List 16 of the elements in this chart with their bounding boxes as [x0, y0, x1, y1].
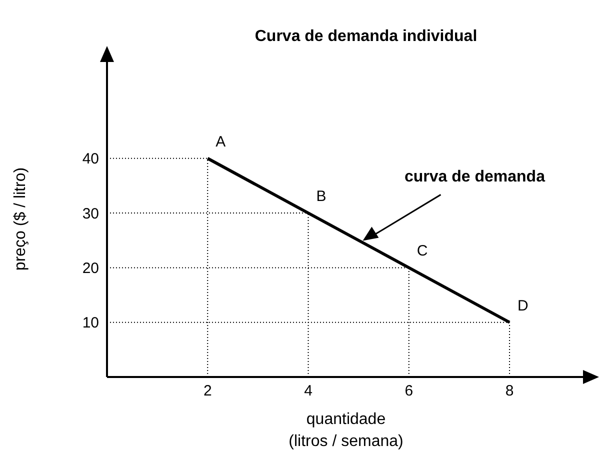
annotation: curva de demanda [404, 168, 546, 186]
annotation: A [216, 133, 226, 150]
y-tick-label: 30 [82, 205, 99, 222]
y-axis-title: preço ($ / litro) [12, 166, 30, 272]
x-tick-label: 6 [404, 382, 414, 400]
y-tick-label: 40 [82, 150, 99, 168]
chart-title: Curva de demanda individual [254, 28, 478, 46]
y-tick-label: 20 [82, 260, 99, 278]
annotation: B [316, 188, 326, 206]
x-axis-title: quantidade (litros / semana) [288, 410, 404, 452]
x-tick-label: 4 [304, 382, 312, 400]
x-tick-label: 2 [203, 382, 212, 400]
x-tick-label: 8 [505, 382, 514, 400]
annotation: D [518, 297, 529, 314]
annotation: C [416, 242, 428, 260]
y-tick-label: 10 [82, 314, 99, 332]
